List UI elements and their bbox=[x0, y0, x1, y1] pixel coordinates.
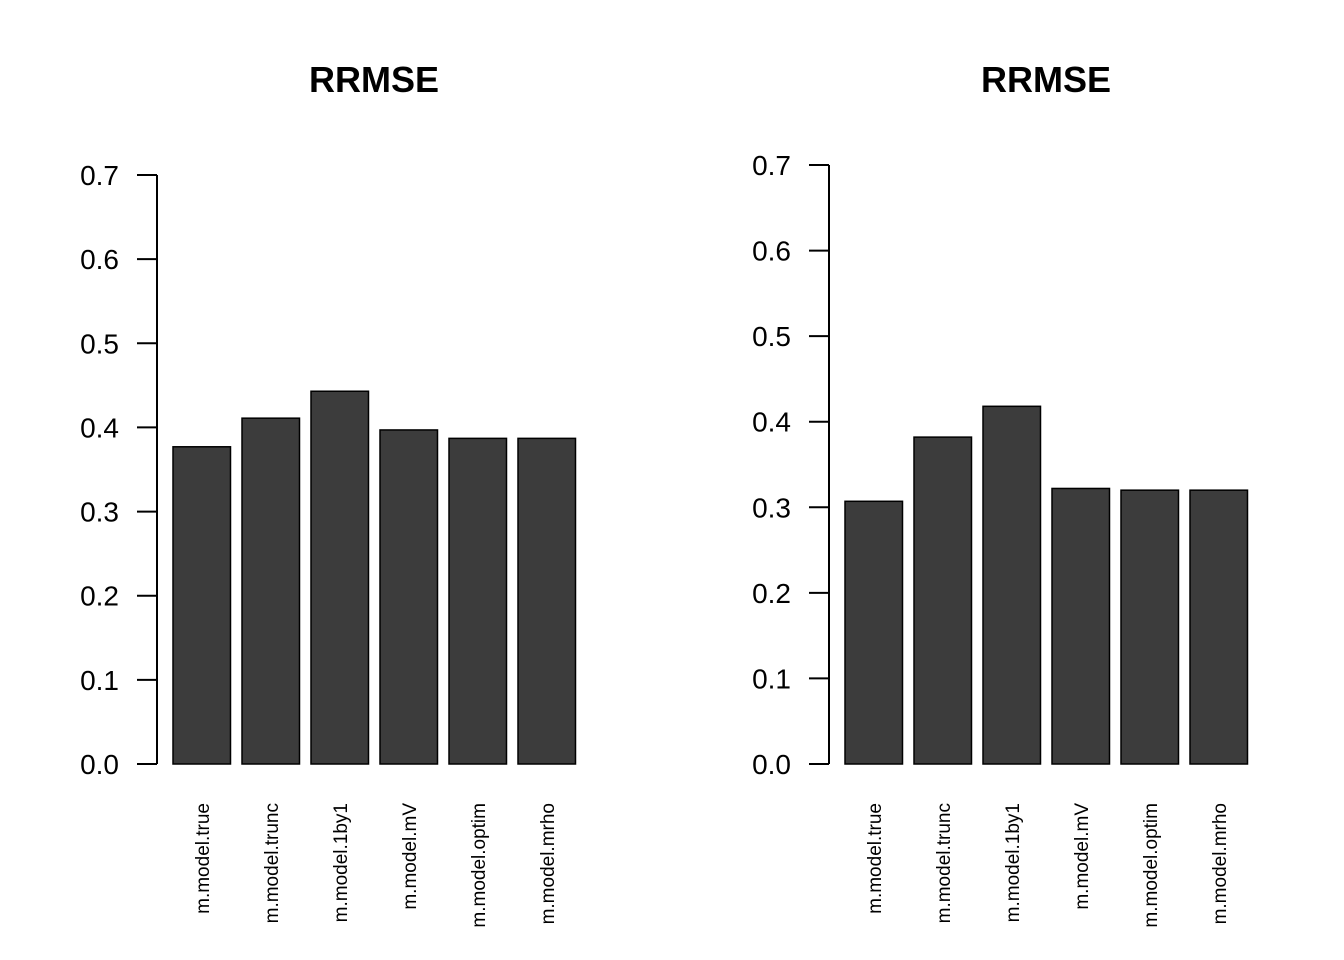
right-chart-panel: RRMSE 0.0 0.1 0.2 0.3 0.4 0.5 0.6 0.7 m.model.tru… bbox=[752, 59, 1249, 928]
category-label: m.model.trunc bbox=[262, 803, 283, 923]
category-label: m.model.optim bbox=[1141, 803, 1162, 928]
left-chart-panel: RRMSE 0.0 0.1 0.2 0.3 0.4 0.5 0.6 0.7 m.model.tru… bbox=[80, 59, 577, 928]
category-label: m.model.mV bbox=[1072, 803, 1093, 910]
y-tick-label: 0.7 bbox=[752, 150, 791, 181]
y-tick-label: 0.1 bbox=[80, 665, 119, 696]
y-tick-label: 0.7 bbox=[80, 160, 119, 191]
category-label: m.model.1by1 bbox=[331, 803, 352, 922]
bar-m-model-trunc bbox=[241, 417, 301, 765]
y-tick-label: 0.6 bbox=[80, 244, 119, 275]
category-label: m.model.trunc bbox=[934, 803, 955, 923]
y-tick-label: 0.3 bbox=[80, 497, 119, 528]
y-tick-label: 0.3 bbox=[752, 492, 791, 523]
bar-m-model-optim bbox=[448, 437, 508, 765]
bar-m-model-mrho bbox=[517, 437, 577, 765]
bar-m-model-true bbox=[172, 446, 232, 765]
y-tick-label: 0.1 bbox=[752, 663, 791, 694]
bar-m-model-1by1 bbox=[310, 390, 370, 765]
chart-title: RRMSE bbox=[309, 59, 439, 100]
category-label: m.model.mrho bbox=[538, 803, 559, 924]
y-tick-label: 0.2 bbox=[752, 578, 791, 609]
category-label: m.model.optim bbox=[469, 803, 490, 928]
y-tick-label: 0.4 bbox=[752, 407, 791, 438]
bar-m-model-true bbox=[844, 500, 904, 765]
y-tick-label: 0.5 bbox=[752, 321, 791, 352]
y-tick-label: 0.6 bbox=[752, 236, 791, 267]
category-label: m.model.mV bbox=[400, 803, 421, 910]
category-label: m.model.1by1 bbox=[1003, 803, 1024, 922]
bar-m-model-mrho bbox=[1189, 489, 1249, 765]
bar-m-model-1by1 bbox=[982, 405, 1042, 765]
y-tick-label: 0.0 bbox=[752, 749, 791, 780]
y-tick-label: 0.5 bbox=[80, 328, 119, 359]
bar-m-model-mV bbox=[1051, 487, 1111, 765]
bar-m-model-mV bbox=[379, 429, 439, 765]
y-tick-label: 0.2 bbox=[80, 581, 119, 612]
y-tick-label: 0.0 bbox=[80, 749, 119, 780]
bar-m-model-optim bbox=[1120, 489, 1180, 765]
category-label: m.model.true bbox=[865, 803, 886, 914]
chart-title: RRMSE bbox=[981, 59, 1111, 100]
category-label: m.model.mrho bbox=[1210, 803, 1231, 924]
category-label: m.model.true bbox=[193, 803, 214, 914]
y-tick-label: 0.4 bbox=[80, 412, 119, 443]
bar-m-model-trunc bbox=[913, 436, 973, 765]
